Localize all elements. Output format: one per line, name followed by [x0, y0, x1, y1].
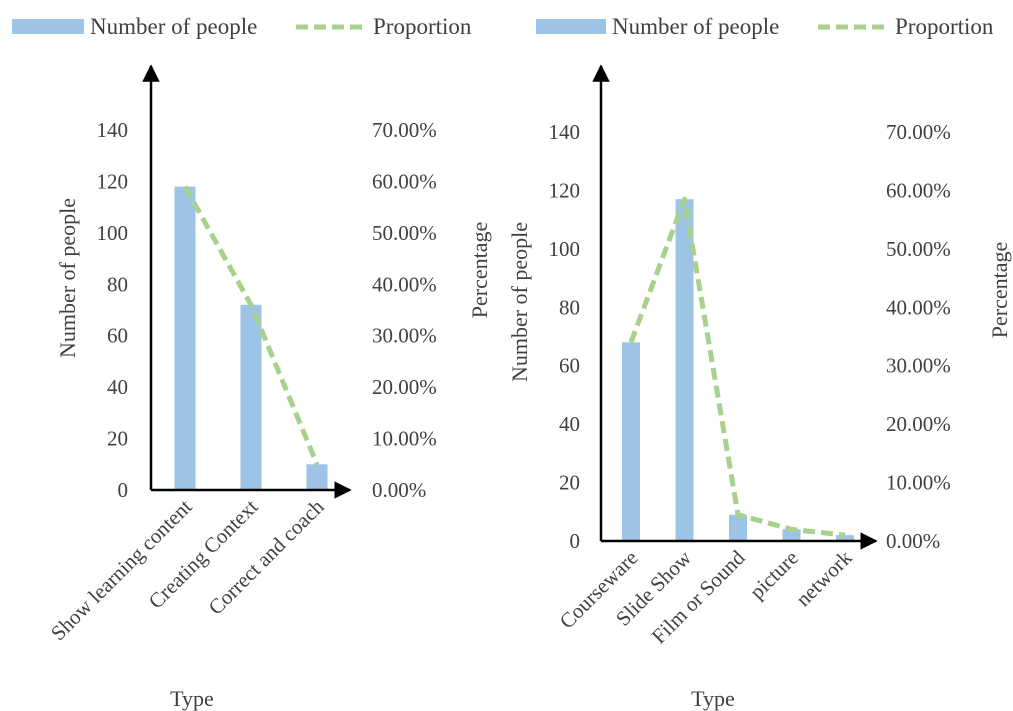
- legend-label-proportion: Proportion: [895, 14, 994, 39]
- y-tick-label: 0: [570, 529, 581, 553]
- chart-panel-right: Number of people Proportion Number of pe…: [507, 14, 1012, 711]
- legend-swatch-bar: [536, 19, 606, 34]
- y2-tick-label: 10.00%: [372, 427, 437, 451]
- x-axis-title: Type: [691, 686, 735, 711]
- y2-ticks: 0.00% 10.00% 20.00% 30.00% 40.00% 50.00% 60.00…: [886, 120, 951, 553]
- y-tick-label: 0: [118, 478, 129, 502]
- y2-tick-label: 50.00%: [372, 221, 437, 245]
- y-tick-label: 80: [107, 272, 128, 296]
- category-label: Correct and coach: [204, 494, 329, 619]
- y2-tick-label: 20.00%: [886, 412, 951, 436]
- category-label: Film or Sound: [647, 545, 750, 648]
- y2-tick-label: 30.00%: [886, 354, 951, 378]
- bar: [174, 186, 196, 491]
- y2-tick-label: 0.00%: [372, 478, 426, 502]
- legend-label-number-of-people: Number of people: [90, 14, 257, 39]
- chart-panel-left: Number of people Proportion Number of pe…: [12, 14, 492, 711]
- proportion-line: [628, 196, 846, 538]
- y-ticks: 0 20 40 60 80 100 120 140: [549, 120, 581, 553]
- y-tick-label: 120: [549, 178, 581, 202]
- y2-tick-label: 50.00%: [886, 237, 951, 261]
- legend-label-proportion: Proportion: [373, 14, 472, 39]
- y-tick-label: 120: [97, 169, 129, 193]
- proportion-line: [182, 185, 320, 466]
- y2-axis-title: Percentage: [467, 222, 492, 319]
- y-axis-title: Number of people: [55, 198, 80, 358]
- y2-tick-label: 40.00%: [372, 272, 437, 296]
- y2-tick-label: 0.00%: [886, 529, 940, 553]
- bar: [675, 199, 694, 541]
- legend-swatch-bar: [12, 19, 84, 34]
- legend: Number of people Proportion: [536, 14, 994, 39]
- y2-tick-label: 70.00%: [886, 120, 951, 144]
- y2-tick-label: 20.00%: [372, 375, 437, 399]
- y-tick-label: 60: [107, 324, 128, 348]
- y2-tick-label: 70.00%: [372, 118, 437, 142]
- y-tick-label: 140: [549, 120, 581, 144]
- y2-tick-label: 30.00%: [372, 324, 437, 348]
- bar: [306, 464, 328, 490]
- y-tick-label: 20: [559, 471, 580, 495]
- legend-label-number-of-people: Number of people: [612, 14, 779, 39]
- y2-tick-label: 60.00%: [372, 169, 437, 193]
- y-tick-label: 40: [559, 412, 580, 436]
- legend: Number of people Proportion: [12, 14, 472, 39]
- bar: [729, 514, 747, 541]
- bar: [836, 535, 854, 541]
- category-label: network: [791, 545, 857, 611]
- y-tick-label: 40: [107, 375, 128, 399]
- bar: [622, 342, 640, 541]
- y-tick-label: 60: [559, 354, 580, 378]
- x-axis-title: Type: [170, 686, 214, 711]
- bars: [622, 199, 854, 541]
- bar: [240, 304, 262, 490]
- y-tick-label: 20: [107, 427, 128, 451]
- y2-tick-label: 60.00%: [886, 178, 951, 202]
- bars: [174, 186, 328, 491]
- y-tick-label: 80: [559, 295, 580, 319]
- y-tick-label: 100: [549, 237, 581, 261]
- y2-tick-label: 10.00%: [886, 471, 951, 495]
- y2-axis-title: Percentage: [987, 242, 1012, 339]
- y-tick-label: 100: [97, 221, 129, 245]
- y-ticks: 0 20 40 60 80 100 120 140: [97, 118, 129, 502]
- y-axis-title: Number of people: [507, 222, 532, 382]
- bar: [782, 529, 801, 541]
- y2-ticks: 0.00% 10.00% 20.00% 30.00% 40.00% 50.00% 60.00…: [372, 118, 437, 502]
- y2-tick-label: 40.00%: [886, 295, 951, 319]
- y-tick-label: 140: [97, 118, 129, 142]
